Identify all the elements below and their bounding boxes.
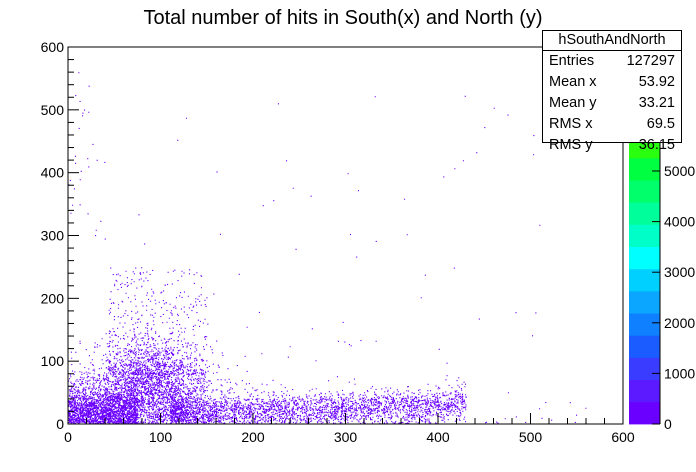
colorbar-cell [629, 290, 660, 314]
stats-label: RMS x [549, 116, 593, 132]
colorbar-cell [629, 246, 660, 270]
colorbar-cell [629, 202, 660, 225]
colorbar-ticks: 0 1000 2000 3000 4000 5000 [652, 163, 695, 432]
colorbar-tick-label: 0 [664, 416, 672, 432]
stats-row-rms-y: RMS y 36.15 [543, 135, 681, 156]
stats-row-rms-x: RMS x 69.5 [543, 114, 681, 135]
stats-row-mean-x: Mean x 53.92 [543, 72, 681, 93]
x-tick-label: 0 [64, 429, 72, 445]
colorbar-cell [629, 157, 660, 181]
x-tick-label: 500 [519, 429, 543, 445]
colorbar-cell [629, 335, 660, 358]
colorbar-tick-label: 5000 [664, 163, 695, 179]
x-tick-label: 400 [426, 429, 450, 445]
colorbar-tick-label: 4000 [664, 214, 695, 230]
stats-label: Mean x [549, 74, 597, 90]
x-tick-label: 300 [334, 429, 358, 445]
x-tick-label: 600 [611, 429, 635, 445]
colorbar-cell [629, 379, 660, 403]
stats-value: 33.21 [638, 95, 675, 111]
y-axis: 0 100 200 300 400 500 600 [41, 39, 79, 432]
stats-label: RMS y [549, 137, 593, 153]
colorbar-cell [629, 313, 660, 336]
stats-value: 127297 [626, 53, 675, 69]
stats-label: Mean y [549, 95, 597, 111]
stats-row-mean-y: Mean y 33.21 [543, 93, 681, 114]
stats-row-entries: Entries 127297 [543, 51, 681, 72]
plot-frame [67, 46, 624, 425]
colorbar-cell [629, 357, 660, 381]
colorbar-cell [629, 401, 660, 425]
x-tick-label: 100 [149, 429, 173, 445]
y-tick-label: 300 [41, 228, 65, 244]
colorbar-tick-label: 1000 [664, 365, 695, 381]
chart-title: Total number of hits in South(x) and Nor… [143, 7, 542, 29]
colorbar-cell [629, 224, 660, 247]
stats-value: 53.92 [638, 74, 675, 90]
colorbar-cell [629, 180, 660, 203]
y-tick-label: 500 [41, 102, 65, 118]
stats-title: hSouthAndNorth [543, 31, 681, 51]
y-tick-label: 400 [41, 165, 65, 181]
colorbar-tick-label: 2000 [664, 315, 695, 331]
data-point-cloud [68, 72, 587, 425]
x-tick-label: 200 [241, 429, 265, 445]
x-axis: 0 100 200 300 400 500 600 [64, 413, 635, 445]
stats-value: 69.5 [646, 116, 675, 132]
y-tick-label: 100 [41, 353, 65, 369]
stats-label: Entries [549, 53, 595, 69]
y-tick-label: 0 [56, 416, 64, 432]
colorbar-tick-label: 3000 [664, 264, 695, 280]
stats-value: 36.15 [638, 137, 675, 153]
y-tick-label: 200 [41, 290, 65, 306]
scatter-points [68, 72, 587, 425]
y-tick-label: 600 [41, 39, 65, 55]
colorbar-cell [629, 268, 660, 292]
stats-box: hSouthAndNorth Entries 127297 Mean x 53.… [542, 30, 682, 153]
